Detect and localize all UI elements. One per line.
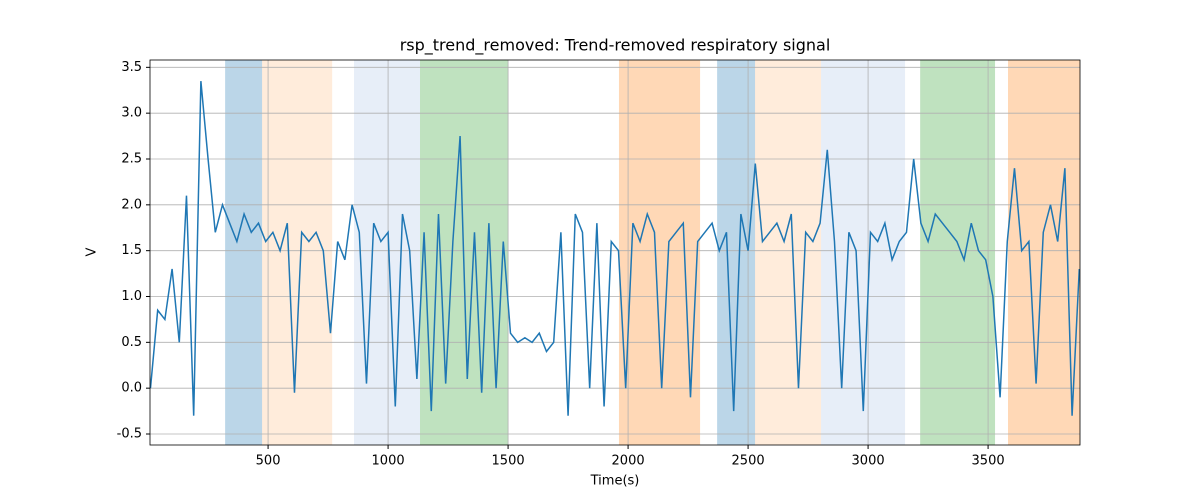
shaded-span bbox=[262, 60, 333, 445]
y-tick-label: 0.0 bbox=[121, 381, 142, 396]
shaded-span bbox=[1008, 60, 1080, 445]
x-tick-label: 3000 bbox=[852, 454, 885, 469]
shaded-span bbox=[821, 60, 906, 445]
signal-line bbox=[150, 81, 1080, 416]
shaded-span bbox=[755, 60, 822, 445]
x-tick-label: 2000 bbox=[612, 454, 645, 469]
y-tick-label: -0.5 bbox=[117, 427, 142, 442]
x-tick-label: 1000 bbox=[372, 454, 405, 469]
x-tick-label: 500 bbox=[256, 454, 281, 469]
shaded-span bbox=[354, 60, 420, 445]
shaded-span bbox=[225, 60, 263, 445]
x-tick-label: 2500 bbox=[732, 454, 765, 469]
shaded-span bbox=[920, 60, 996, 445]
shaded-span bbox=[717, 60, 756, 445]
y-tick-label: 3.5 bbox=[121, 60, 142, 75]
y-tick-label: 3.0 bbox=[121, 106, 142, 121]
plot-frame bbox=[149, 59, 1081, 446]
shaded-span bbox=[618, 60, 701, 445]
y-tick-label: 2.5 bbox=[121, 152, 142, 167]
y-tick-label: 2.0 bbox=[121, 197, 142, 212]
y-tick-label: 1.5 bbox=[121, 243, 142, 258]
chart-title: rsp_trend_removed: Trend-removed respira… bbox=[400, 36, 831, 56]
y-tick-label: 1.0 bbox=[121, 289, 142, 304]
x-axis-label: Time(s) bbox=[590, 474, 640, 489]
x-tick-label: 3500 bbox=[972, 454, 1005, 469]
y-axis-label: V bbox=[85, 247, 100, 256]
x-tick-label: 1500 bbox=[492, 454, 525, 469]
y-tick-label: 0.5 bbox=[121, 335, 142, 350]
